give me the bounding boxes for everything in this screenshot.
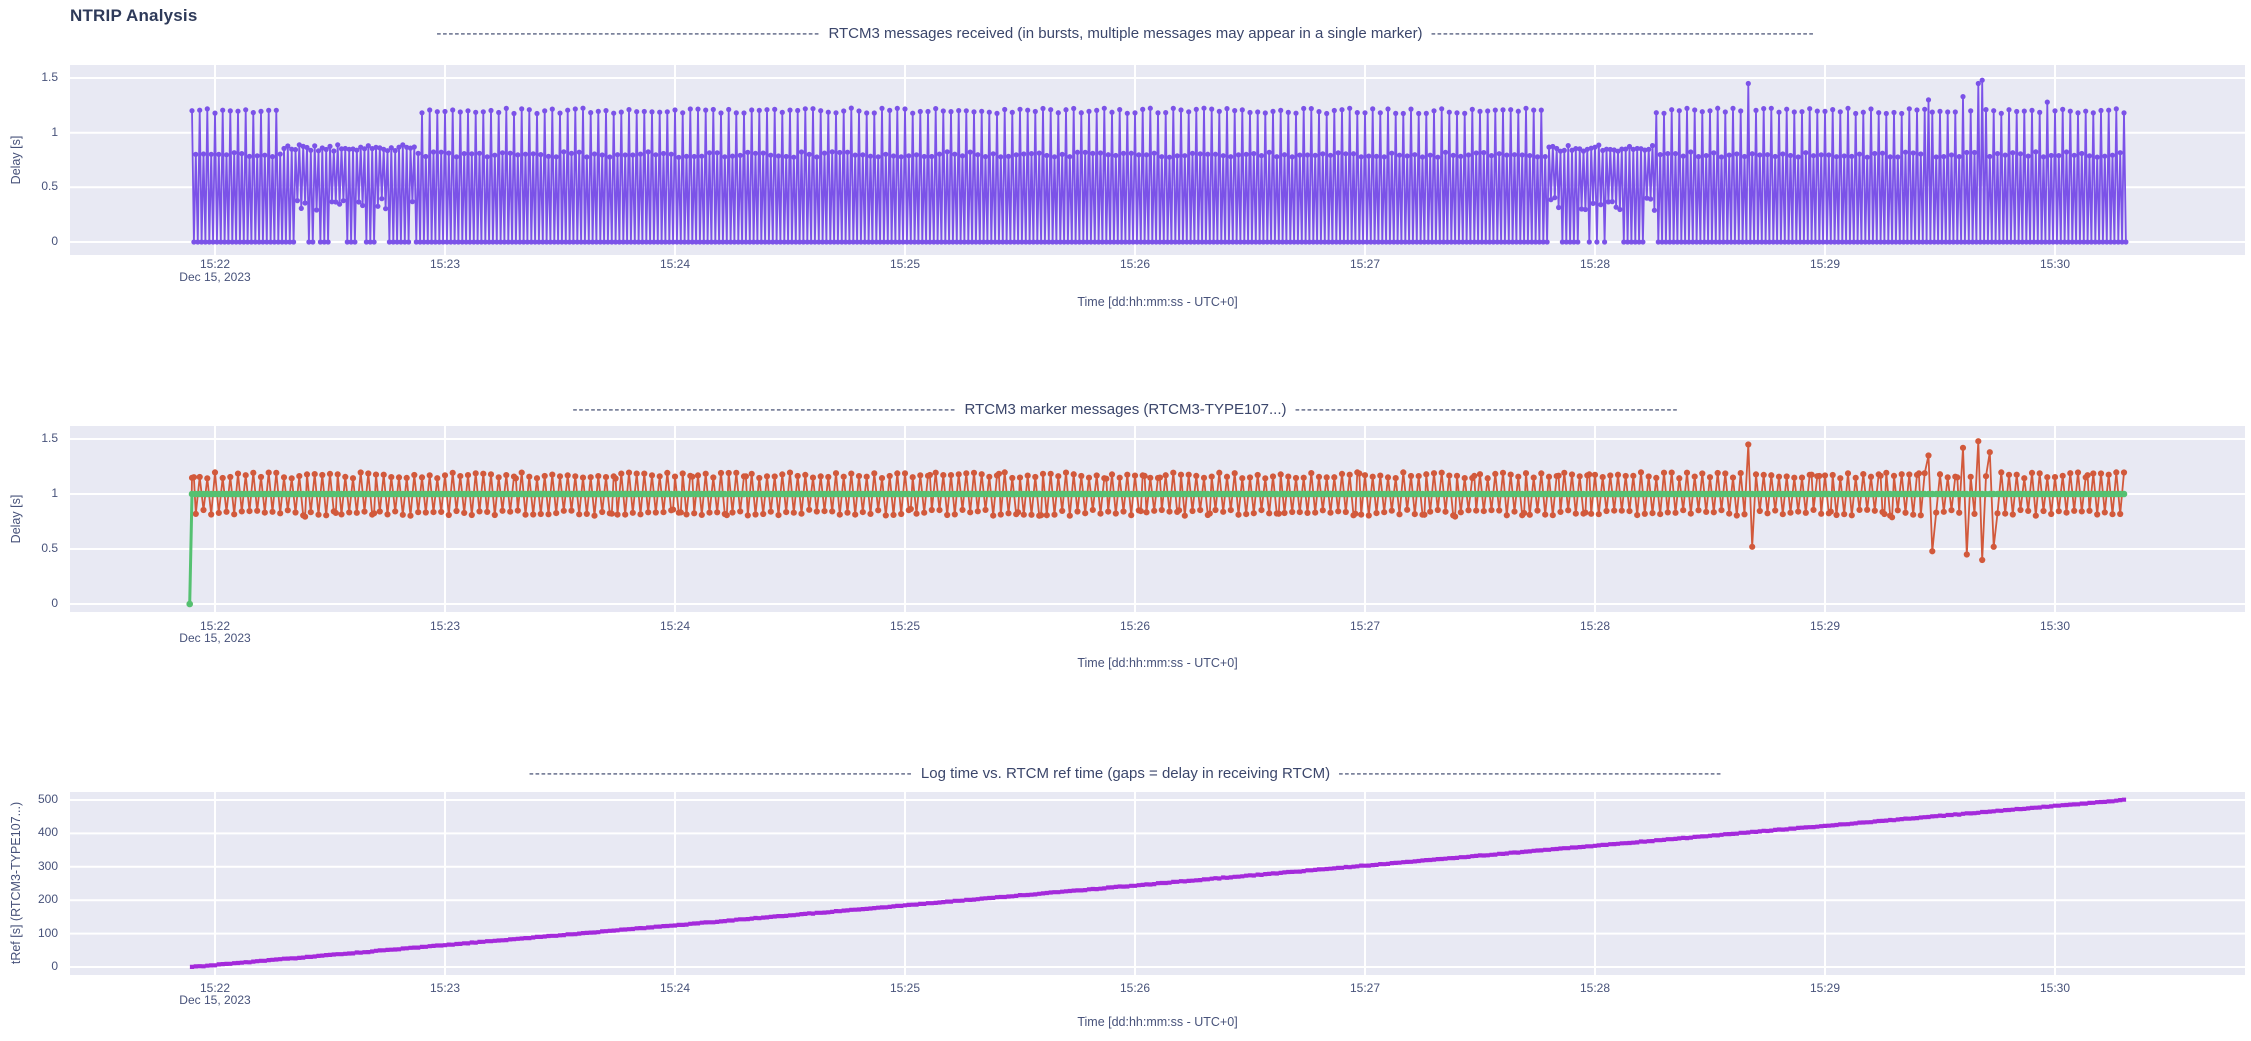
chart1-y-axis-label: Delay [s] bbox=[9, 135, 23, 185]
chart1-xtick-15:23: 15:23 bbox=[429, 257, 461, 271]
chart2-x-axis-date: Dec 15, 2023 bbox=[179, 631, 251, 645]
chart3-xtick-15:29: 15:29 bbox=[1809, 981, 1841, 995]
chart3-title-dashes-left: ----------------------------------------… bbox=[528, 765, 913, 782]
chart2-ytick-0.5: 0.5 bbox=[41, 541, 58, 555]
chart2-xtick-15:22: 15:22 bbox=[199, 619, 231, 633]
chart1-xtick-15:29: 15:29 bbox=[1809, 257, 1841, 271]
chart2-xtick-15:26: 15:26 bbox=[1119, 619, 1151, 633]
chart1-xtick-15:28: 15:28 bbox=[1579, 257, 1611, 271]
chart2-xtick-15:23: 15:23 bbox=[429, 619, 461, 633]
chart2-ytick-0: 0 bbox=[51, 596, 58, 610]
chart2-series-1 bbox=[186, 490, 2128, 608]
chart2-xtick-15:27: 15:27 bbox=[1349, 619, 1381, 633]
chart1-title-dashes-right: ----------------------------------------… bbox=[1430, 25, 1815, 42]
chart3-series-0 bbox=[189, 797, 2127, 969]
page-title: NTRIP Analysis bbox=[70, 6, 198, 25]
chart3-title-text: Log time vs. RTCM ref time (gaps = delay… bbox=[920, 765, 1331, 782]
chart1-ytick-0: 0 bbox=[51, 234, 58, 248]
chart2-series-0 bbox=[186, 438, 2128, 608]
chart1-xtick-15:30: 15:30 bbox=[2039, 257, 2071, 271]
chart1-x-axis-label: Time [dd:hh:mm:ss - UTC+0] bbox=[1077, 295, 1238, 309]
chart3-x-axis-label: Time [dd:hh:mm:ss - UTC+0] bbox=[1077, 1015, 1238, 1029]
chart3-ytick-500: 500 bbox=[37, 792, 58, 806]
chart1-x-axis-date: Dec 15, 2023 bbox=[179, 270, 251, 284]
chart2-ytick-1: 1 bbox=[51, 486, 58, 500]
chart3-title-dashes-right: ----------------------------------------… bbox=[1338, 765, 1723, 782]
chart2-ytick-1.5: 1.5 bbox=[41, 431, 58, 445]
chart1-xtick-15:22: 15:22 bbox=[199, 257, 231, 271]
chart2-xtick-15:24: 15:24 bbox=[659, 619, 691, 633]
chart3-xtick-15:22: 15:22 bbox=[199, 981, 231, 995]
chart1-xtick-15:24: 15:24 bbox=[659, 257, 691, 271]
chart2-title: ----------------------------------------… bbox=[0, 401, 2251, 418]
chart3-x-axis-date: Dec 15, 2023 bbox=[179, 993, 251, 1007]
chart1-xtick-15:27: 15:27 bbox=[1349, 257, 1381, 271]
chart2-y-axis-label: Delay [s] bbox=[9, 494, 23, 544]
chart2-plot-area[interactable] bbox=[70, 426, 2245, 612]
chart3-title: ----------------------------------------… bbox=[0, 765, 2251, 782]
chart3-xtick-15:30: 15:30 bbox=[2039, 981, 2071, 995]
chart3-ytick-300: 300 bbox=[37, 858, 58, 873]
chart1-xtick-15:26: 15:26 bbox=[1119, 257, 1151, 271]
chart3-xtick-15:26: 15:26 bbox=[1119, 981, 1151, 995]
chart2-xtick-15:28: 15:28 bbox=[1579, 619, 1611, 633]
chart2-title-dashes-left: ----------------------------------------… bbox=[572, 401, 957, 418]
chart3-xtick-15:27: 15:27 bbox=[1349, 981, 1381, 995]
chart1-series-0 bbox=[189, 77, 2129, 245]
chart2-title-dashes-right: ----------------------------------------… bbox=[1294, 401, 1679, 418]
chart2-xtick-15:29: 15:29 bbox=[1809, 619, 1841, 633]
chart3-ytick-100: 100 bbox=[37, 925, 58, 940]
chart2-xtick-15:30: 15:30 bbox=[2039, 619, 2071, 633]
chart3-xtick-15:24: 15:24 bbox=[659, 981, 691, 995]
chart2-xtick-15:25: 15:25 bbox=[889, 619, 921, 633]
chart3-xtick-15:23: 15:23 bbox=[429, 981, 461, 995]
chart1-ytick-1: 1 bbox=[51, 124, 58, 139]
chart3-xtick-15:28: 15:28 bbox=[1579, 981, 1611, 995]
chart3-ytick-400: 400 bbox=[37, 825, 58, 840]
chart2-title-text: RTCM3 marker messages (RTCM3-TYPE107...) bbox=[964, 401, 1287, 418]
chart1-title-text: RTCM3 messages received (in bursts, mult… bbox=[828, 25, 1423, 42]
chart1-ytick-0.5: 0.5 bbox=[41, 179, 58, 194]
chart3-ytick-200: 200 bbox=[37, 892, 58, 907]
chart2-x-axis-label: Time [dd:hh:mm:ss - UTC+0] bbox=[1077, 656, 1238, 670]
chart1-title: ----------------------------------------… bbox=[0, 25, 2251, 42]
chart3-ytick-0: 0 bbox=[51, 959, 58, 973]
chart1-ytick-1.5: 1.5 bbox=[41, 70, 58, 84]
chart1-xtick-15:25: 15:25 bbox=[889, 257, 921, 271]
chart3-xtick-15:25: 15:25 bbox=[889, 981, 921, 995]
chart1-title-dashes-left: ----------------------------------------… bbox=[436, 25, 821, 42]
